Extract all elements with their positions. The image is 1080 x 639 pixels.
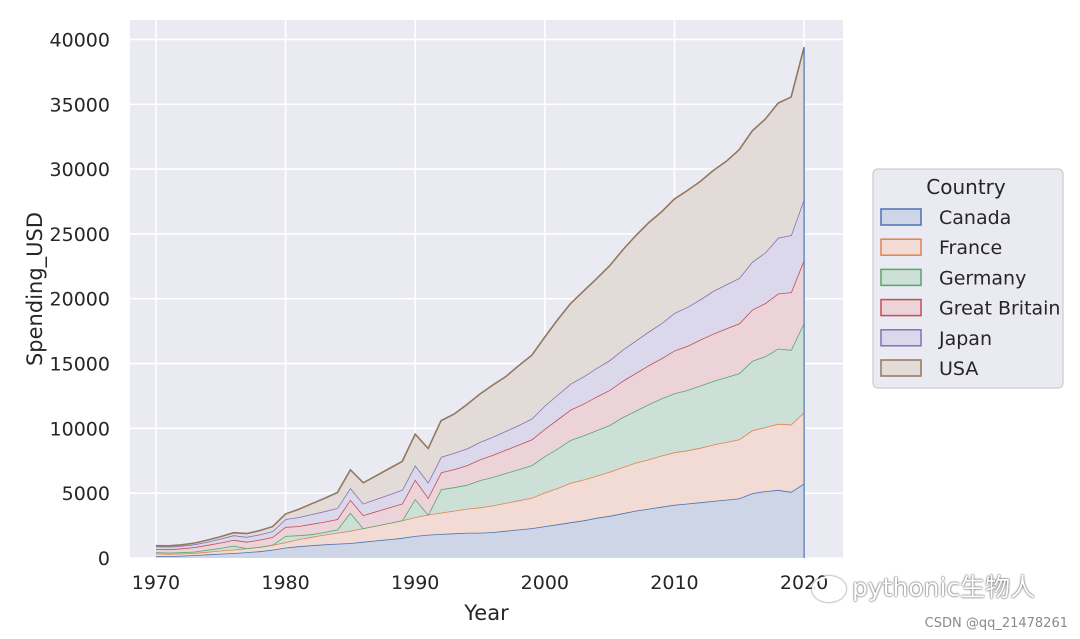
- legend-swatch-canada: [880, 208, 922, 226]
- x-tick-label: 2010: [650, 572, 698, 594]
- x-tick-label: 1970: [132, 572, 180, 594]
- legend-title: Country: [926, 175, 1006, 199]
- area-germany: [155, 322, 805, 554]
- legend: Country Canada France Germany Great Britain…: [872, 168, 1064, 389]
- legend-label-france: France: [939, 237, 1002, 259]
- y-tick-label: 15000: [50, 354, 110, 376]
- x-tick-labels: 1970 1980 1990 2000 2010 2020: [132, 572, 829, 594]
- y-tick-label: 10000: [50, 418, 110, 440]
- y-tick-label: 20000: [50, 289, 110, 311]
- legend-label-great-britain: Great Britain: [939, 298, 1060, 320]
- legend-swatch-germany: [880, 268, 922, 287]
- area-canada: [155, 483, 805, 558]
- x-tick-label: 2000: [521, 572, 569, 594]
- wechat-icon: [812, 576, 846, 602]
- watermark-text: pythonic生物人: [852, 573, 1036, 602]
- legend-label-japan: Japan: [938, 328, 992, 350]
- legend-label-usa: USA: [939, 358, 978, 380]
- credit-text: CSDN @qq_21478261: [924, 616, 1068, 631]
- y-axis-title: Spending_USD: [23, 212, 48, 366]
- watermark: pythonic生物人: [812, 568, 1035, 604]
- legend-label-germany: Germany: [939, 267, 1026, 289]
- x-tick-label: 1980: [261, 572, 309, 594]
- y-tick-label: 30000: [50, 159, 110, 181]
- legend-swatch-great-britain: [880, 298, 922, 317]
- legend-swatch-usa: [880, 359, 922, 377]
- y-tick-labels: 0 5000 10000 15000 20000 25000 30000 35000 40000: [50, 29, 110, 570]
- legend-swatch-japan: [880, 329, 922, 347]
- y-tick-label: 0: [98, 548, 110, 570]
- y-tick-label: 40000: [50, 29, 110, 51]
- legend-label-canada: Canada: [939, 207, 1011, 229]
- x-tick-label: 1990: [391, 572, 439, 594]
- y-tick-label: 5000: [62, 483, 110, 505]
- y-tick-label: 25000: [50, 224, 110, 246]
- x-axis-title: Year: [463, 601, 509, 625]
- legend-items: Canada France Germany Great Britain Japan USA: [880, 207, 1060, 380]
- legend-swatch-france: [880, 238, 922, 256]
- area-series: [155, 46, 805, 558]
- area-edge-usa: [155, 46, 805, 547]
- y-tick-label: 35000: [50, 94, 110, 116]
- area-france: [155, 412, 805, 557]
- area-usa: [155, 47, 805, 547]
